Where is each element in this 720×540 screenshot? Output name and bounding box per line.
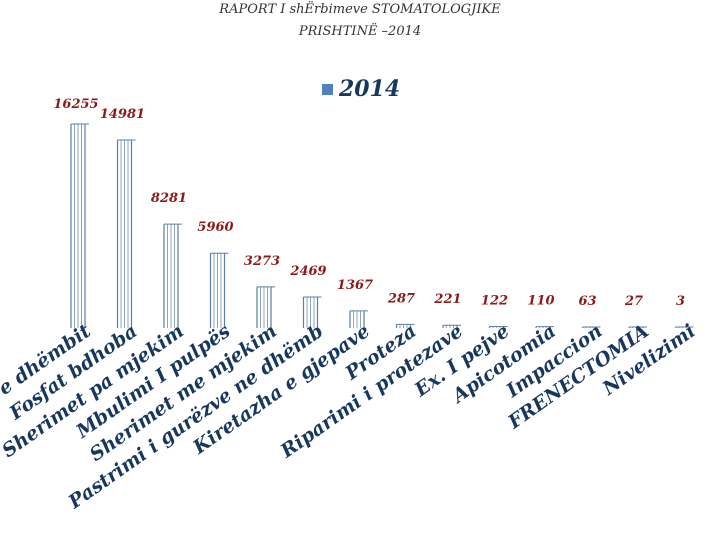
data-label: 3 bbox=[676, 294, 685, 309]
data-label: 221 bbox=[433, 292, 461, 307]
data-label: 5960 bbox=[197, 220, 233, 235]
legend: 2014 bbox=[322, 76, 400, 102]
legend-label: 2014 bbox=[339, 76, 401, 102]
bar-10 bbox=[488, 325, 508, 328]
bar-13 bbox=[628, 326, 647, 328]
data-label: 16255 bbox=[53, 97, 98, 112]
data-label: 63 bbox=[578, 294, 596, 309]
bar-7 bbox=[349, 310, 368, 328]
bar-12 bbox=[581, 326, 601, 328]
data-label: 110 bbox=[527, 294, 554, 309]
chart-title-line2: PRISHTINË –2014 bbox=[298, 24, 422, 39]
bar-14 bbox=[674, 326, 694, 328]
data-label: 8281 bbox=[151, 191, 187, 206]
bar-9 bbox=[442, 324, 461, 328]
bar-5 bbox=[256, 286, 275, 328]
bar-2 bbox=[116, 139, 136, 328]
bar-4 bbox=[209, 252, 229, 328]
bar-11 bbox=[535, 326, 554, 328]
data-label: 122 bbox=[481, 293, 508, 308]
bar-3 bbox=[163, 223, 182, 328]
data-label: 3273 bbox=[244, 254, 280, 269]
data-label: 14981 bbox=[100, 107, 145, 122]
data-label: 1367 bbox=[337, 278, 373, 293]
chart-title-line1: RAPORT I shËrbimeve STOMATOLOGJIKE bbox=[219, 2, 501, 17]
bar-8 bbox=[395, 323, 415, 328]
data-label: 27 bbox=[624, 294, 643, 309]
bar-6 bbox=[302, 296, 322, 328]
bar-1 bbox=[70, 123, 89, 328]
data-label: 287 bbox=[387, 291, 415, 306]
legend-swatch bbox=[322, 83, 333, 95]
data-label: 2469 bbox=[289, 264, 326, 279]
